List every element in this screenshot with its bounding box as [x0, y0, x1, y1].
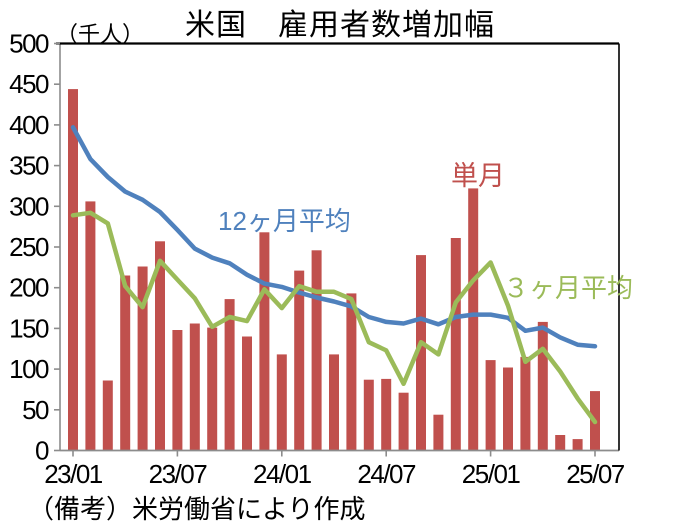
y-tick-label: 300	[9, 191, 49, 221]
monthly-bar	[207, 327, 218, 451]
y-tick-label: 200	[9, 273, 49, 303]
monthly-bar	[433, 414, 444, 451]
monthly-bar	[520, 356, 531, 451]
monthly-bar	[294, 270, 305, 451]
monthly-bar	[329, 354, 339, 451]
monthly-bar	[155, 241, 165, 451]
x-tick-label: 24/01	[253, 459, 312, 489]
series-label-12month-average: 12ヶ月平均	[218, 206, 351, 236]
monthly-bar	[572, 439, 583, 451]
monthly-bar	[276, 354, 287, 451]
x-tick-label: 23/07	[149, 459, 208, 489]
x-tick-label: 23/01	[44, 459, 103, 489]
monthly-bar	[85, 201, 96, 451]
monthly-bar	[172, 330, 183, 451]
monthly-bar	[363, 379, 374, 451]
y-tick-label: 500	[9, 29, 49, 59]
chart-title: 米国 雇用者数増加幅	[185, 9, 495, 42]
series-label-3month-average: ３ヶ月平均	[503, 273, 634, 303]
monthly-bar	[102, 380, 113, 451]
y-tick-label: 400	[9, 110, 49, 140]
monthly-bar	[137, 266, 148, 451]
monthly-bar	[120, 275, 131, 451]
x-tick-label: 25/01	[462, 459, 521, 489]
monthly-bar	[468, 188, 479, 451]
line-3month-average	[70, 210, 598, 425]
monthly-bar	[398, 392, 409, 451]
y-tick-label: 350	[9, 151, 49, 181]
monthly-bar	[503, 367, 513, 451]
y-axis-unit-label: （千人）	[56, 22, 145, 47]
monthly-bar	[259, 232, 270, 451]
monthly-bar	[189, 323, 200, 451]
source-note: （備考）米労働省により作成	[28, 494, 366, 524]
monthly-bar	[450, 238, 461, 451]
monthly-bar	[242, 336, 252, 451]
x-tick-label: 24/07	[357, 459, 416, 489]
y-tick-label: 450	[9, 69, 49, 99]
y-tick-label: 50	[22, 395, 49, 425]
x-tick-label: 25/07	[566, 459, 625, 489]
series-label-monthly: 単月	[451, 161, 505, 191]
monthly-bar	[485, 360, 496, 451]
monthly-bar	[555, 435, 566, 451]
monthly-bar	[346, 293, 357, 451]
monthly-bar	[381, 378, 392, 451]
monthly-bar	[416, 255, 426, 451]
monthly-bar	[311, 250, 322, 451]
y-tick-label: 0	[35, 436, 49, 466]
y-tick-label: 150	[9, 313, 49, 343]
y-tick-label: 100	[9, 354, 49, 384]
y-tick-label: 250	[9, 232, 49, 262]
line-12month-average	[70, 125, 598, 349]
monthly-bar	[68, 89, 78, 451]
monthly-bar	[537, 321, 548, 451]
monthly-bar	[224, 299, 235, 451]
